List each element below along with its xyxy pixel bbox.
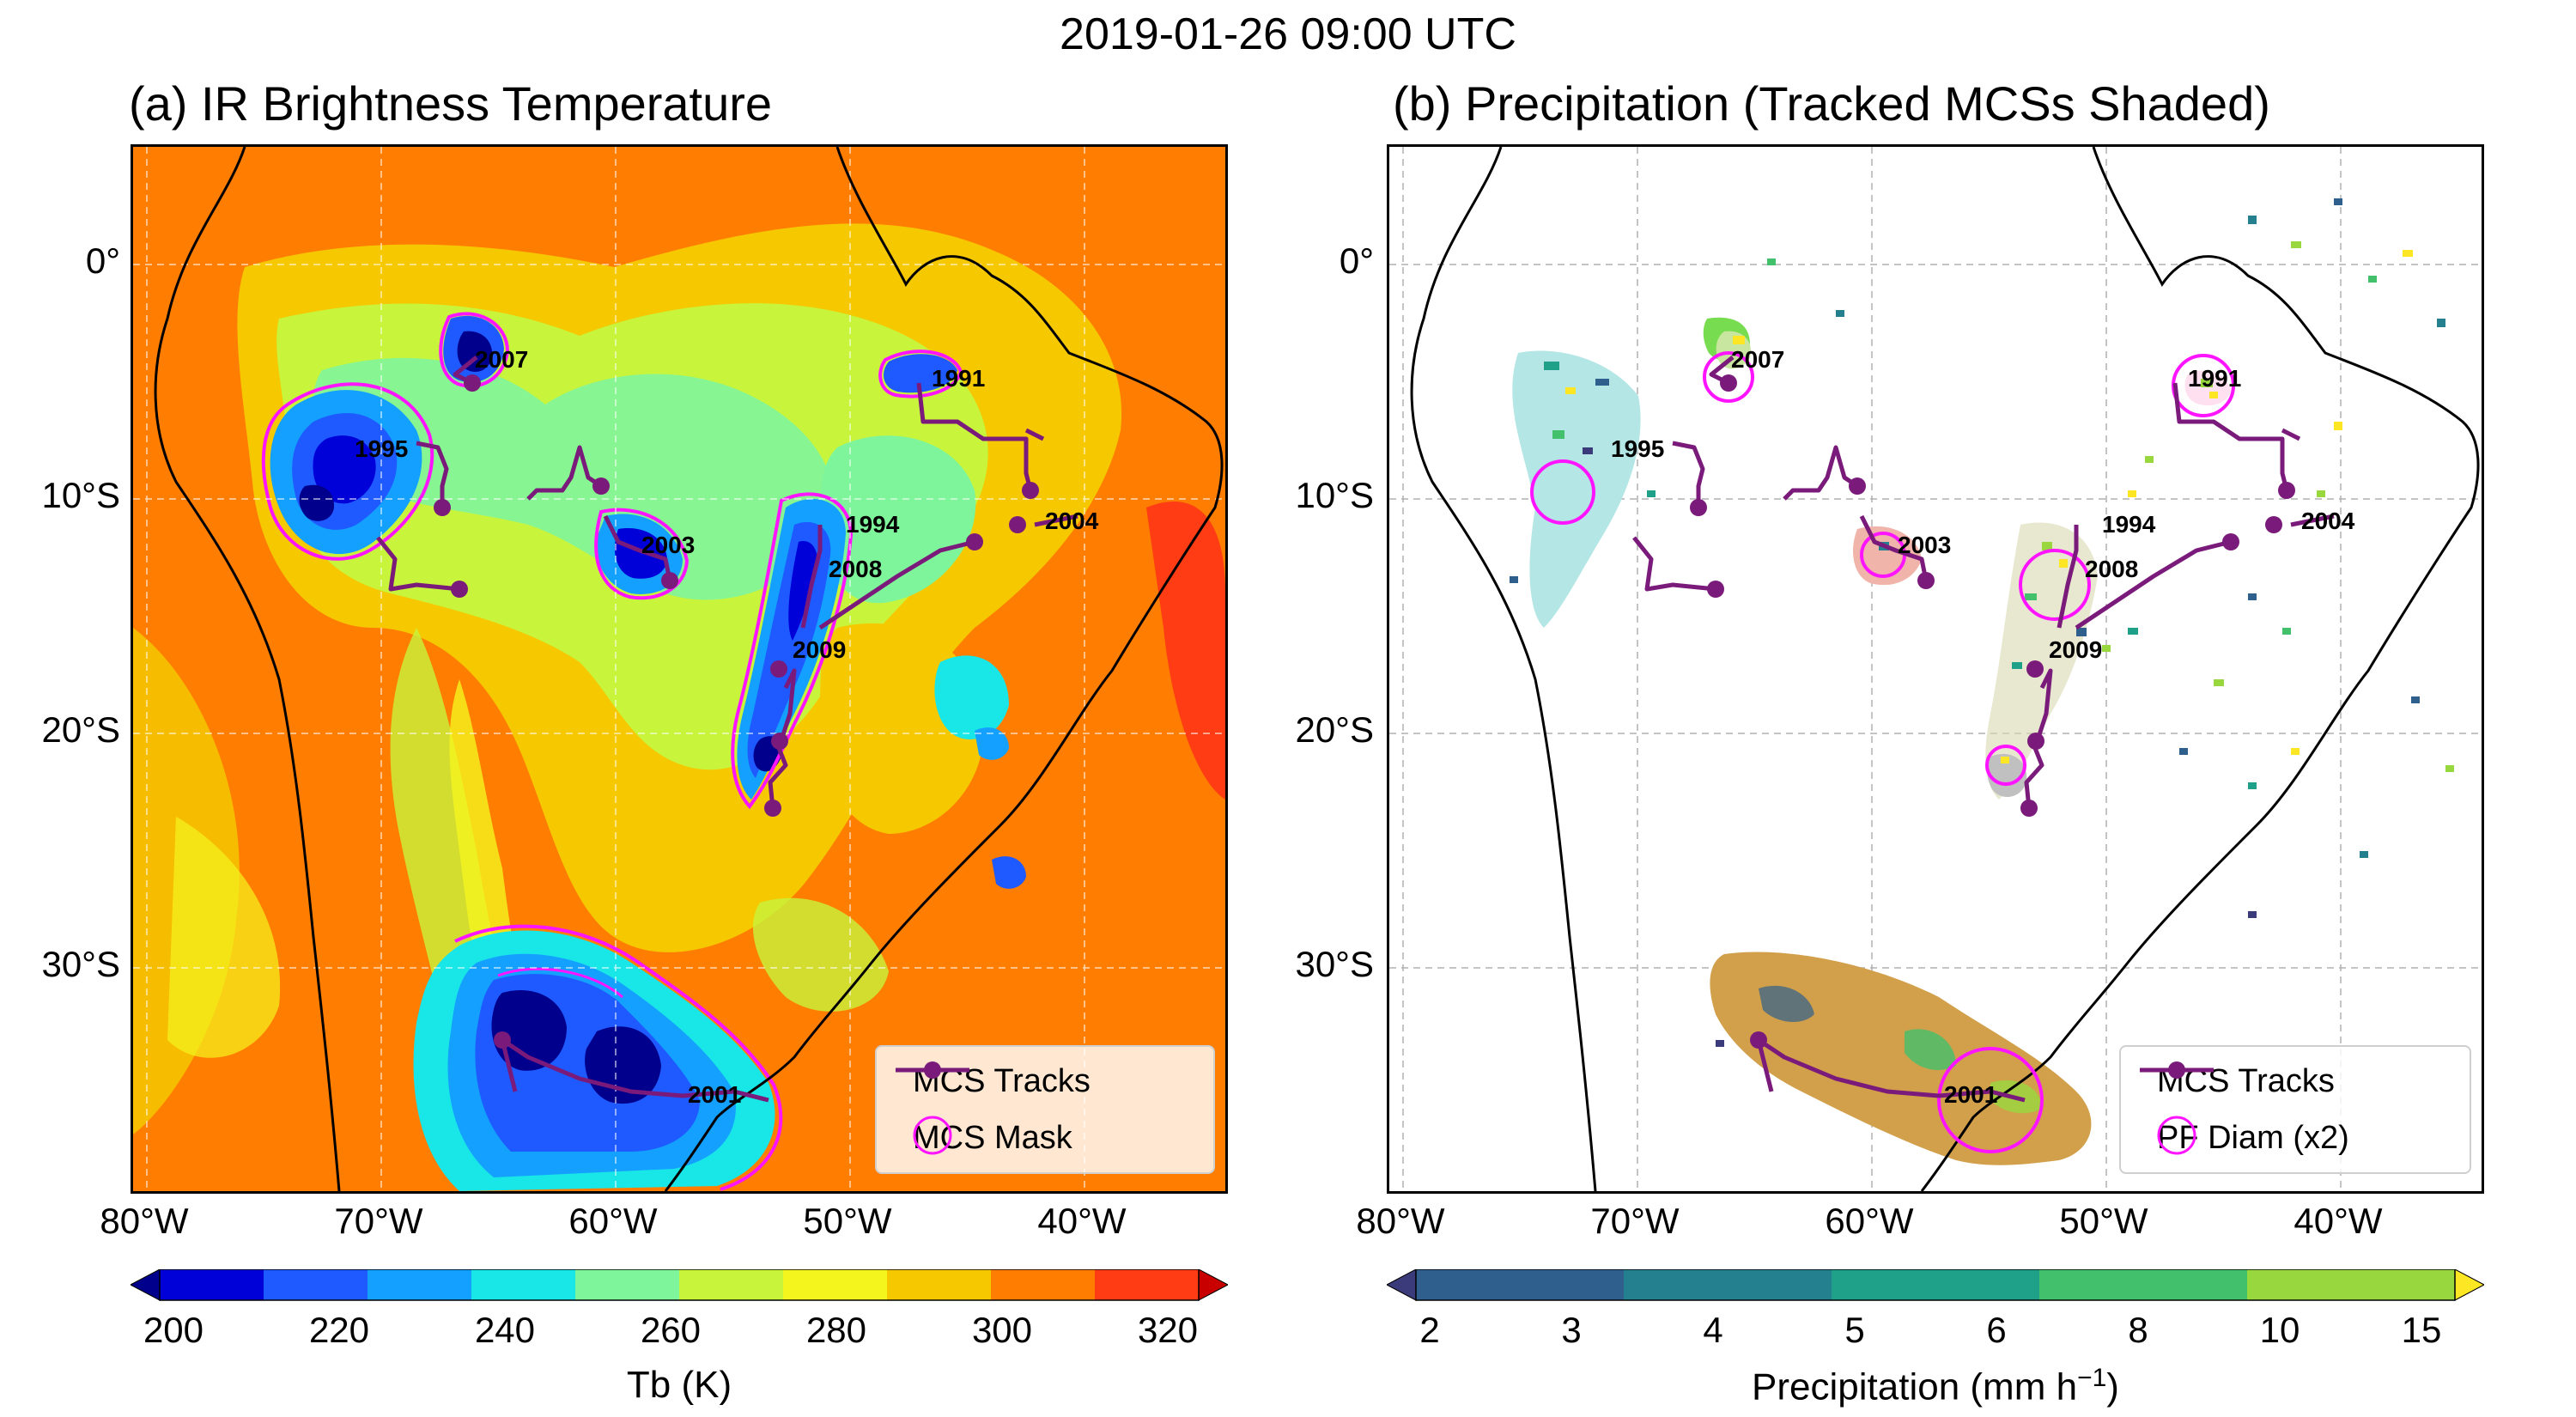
lon-label-40w-a: 40°W xyxy=(1037,1201,1127,1241)
track-label-2004: 2004 xyxy=(1045,508,1099,534)
diameter-circle-icon xyxy=(2157,1116,2196,1155)
track-label-2009-b: 2009 xyxy=(2049,636,2103,663)
track-line-icon xyxy=(896,1061,969,1079)
track-line-icon xyxy=(2140,1061,2214,1079)
cbar-a-extend-low xyxy=(131,1269,161,1301)
cbar-b-segment xyxy=(1416,1269,1625,1300)
cbar-a-segment xyxy=(471,1269,576,1300)
figure-time-title: 2019-01-26 09:00 UTC xyxy=(1060,9,1516,59)
lon-label-70w-b: 70°W xyxy=(1590,1201,1680,1241)
cbar-b-tick-10: 10 xyxy=(2259,1310,2300,1350)
lon-label-80w-b: 80°W xyxy=(1356,1201,1445,1241)
lon-label-70w-a: 70°W xyxy=(334,1201,423,1241)
track-label-1991-b: 1991 xyxy=(2188,365,2242,392)
track-label-1994: 1994 xyxy=(846,511,900,538)
panel-a-map: 2007 1991 1995 2003 1994 2004 2008 2009 … xyxy=(131,144,1228,1194)
lat-label-10s-a: 10°S xyxy=(41,475,120,515)
cbar-a-segment xyxy=(160,1269,264,1300)
colorbar-b-label-text: Precipitation (mm h xyxy=(1752,1365,2078,1408)
cbar-a-segment xyxy=(783,1269,888,1300)
cbar-b-tick-5: 5 xyxy=(1844,1310,1865,1350)
cbar-a-border xyxy=(159,1269,1200,1301)
lon-label-60w-b: 60°W xyxy=(1825,1201,1914,1241)
legend-mask-label: MCS Mask xyxy=(913,1119,1072,1156)
lon-label-50w-b: 50°W xyxy=(2059,1201,2148,1241)
lon-label-60w-a: 60°W xyxy=(568,1201,658,1241)
lat-label-0-b: 0° xyxy=(1339,240,1374,281)
lat-label-10s-b: 10°S xyxy=(1295,475,1374,515)
cbar-b-tick-8: 8 xyxy=(2128,1310,2148,1350)
track-label-2003: 2003 xyxy=(641,532,696,558)
cbar-a-tick-320: 320 xyxy=(1137,1310,1199,1350)
track-label-1991: 1991 xyxy=(932,365,986,392)
ir-brightness-map xyxy=(133,147,1225,1191)
cbar-a-extend-high xyxy=(1198,1269,1228,1301)
cbar-a-tick-280: 280 xyxy=(805,1310,867,1350)
colorbar-a-bar xyxy=(131,1269,1228,1301)
cbar-b-segment xyxy=(1832,1269,2040,1300)
track-label-2007: 2007 xyxy=(475,346,529,373)
legend-track-entry-b: MCS Tracks xyxy=(2138,1057,2335,1105)
track-label-1995: 1995 xyxy=(355,435,409,462)
panel-b-legend: MCS Tracks PF Diam (x2) xyxy=(2119,1045,2471,1174)
cbar-a-tick-240: 240 xyxy=(474,1310,536,1350)
colorbar-a-label: Tb (K) xyxy=(626,1364,732,1406)
panel-a-legend: MCS Tracks MCS Mask xyxy=(875,1045,1215,1174)
lat-label-30s-a: 30°S xyxy=(41,944,120,984)
panel-b-title: (b) Precipitation (Tracked MCSs Shaded) xyxy=(1393,76,2270,131)
cbar-b-segment xyxy=(2039,1269,2248,1300)
track-label-1995-b: 1995 xyxy=(1611,435,1665,462)
colorbar-b-label-sup: −1 xyxy=(2077,1364,2107,1392)
cbar-a-tick-200: 200 xyxy=(143,1310,204,1350)
legend-mask-entry: MCS Mask xyxy=(894,1114,1072,1162)
panel-a-title: (a) IR Brightness Temperature xyxy=(129,76,773,131)
lon-label-50w-a: 50°W xyxy=(803,1201,892,1241)
cbar-b-segment xyxy=(2247,1269,2456,1300)
cbar-a-segment xyxy=(1095,1269,1200,1300)
cbar-b-tick-15: 15 xyxy=(2401,1310,2442,1350)
lat-label-20s-a: 20°S xyxy=(41,709,120,750)
track-label-2008-b: 2008 xyxy=(2085,556,2139,582)
cbar-b-tick-2: 2 xyxy=(1419,1310,1440,1350)
cbar-b-segment xyxy=(1624,1269,1832,1300)
cbar-a-segment xyxy=(887,1269,992,1300)
colorbar-b-bar xyxy=(1387,1269,2484,1301)
cbar-b-tick-4: 4 xyxy=(1703,1310,1723,1350)
cbar-b-extend-high xyxy=(2454,1269,2484,1301)
lon-label-80w-a: 80°W xyxy=(100,1201,189,1241)
lat-label-20s-b: 20°S xyxy=(1295,709,1374,750)
panel-b-map: 2007 1991 1995 2003 1994 2004 2008 2009 … xyxy=(1387,144,2484,1194)
cbar-a-tick-220: 220 xyxy=(308,1310,370,1350)
mask-circle-icon xyxy=(913,1116,952,1155)
colorbar-b-label-end: ) xyxy=(2106,1365,2119,1408)
legend-track-entry: MCS Tracks xyxy=(894,1057,1091,1105)
lon-label-40w-b: 40°W xyxy=(2293,1201,2383,1241)
track-label-1994-b: 1994 xyxy=(2102,511,2156,538)
cbar-a-tick-300: 300 xyxy=(971,1310,1033,1350)
cbar-b-tick-6: 6 xyxy=(1986,1310,2007,1350)
track-label-2009: 2009 xyxy=(793,636,847,663)
cbar-a-segment xyxy=(368,1269,472,1300)
lat-label-30s-b: 30°S xyxy=(1295,944,1374,984)
cbar-a-segment xyxy=(679,1269,784,1300)
track-label-2003-b: 2003 xyxy=(1898,532,1952,558)
cbar-a-segment xyxy=(575,1269,680,1300)
cbar-a-tick-260: 260 xyxy=(640,1310,702,1350)
track-label-2001: 2001 xyxy=(688,1081,742,1108)
track-label-2008: 2008 xyxy=(829,556,883,582)
cbar-a-segment xyxy=(264,1269,368,1300)
track-label-2004-b: 2004 xyxy=(2301,508,2355,534)
track-label-2007-b: 2007 xyxy=(1731,346,1785,373)
track-label-2001-b: 2001 xyxy=(1944,1081,1998,1108)
colorbar-b-label: Precipitation (mm h−1) xyxy=(1387,1364,2484,1409)
lat-label-0-a: 0° xyxy=(85,240,120,281)
precipitation-map xyxy=(1389,147,2482,1191)
legend-diam-entry: PF Diam (x2) xyxy=(2138,1114,2349,1162)
cbar-b-extend-low xyxy=(1387,1269,1417,1301)
cbar-a-segment xyxy=(991,1269,1096,1300)
cbar-b-tick-3: 3 xyxy=(1561,1310,1582,1350)
cbar-b-border xyxy=(1415,1269,2456,1301)
